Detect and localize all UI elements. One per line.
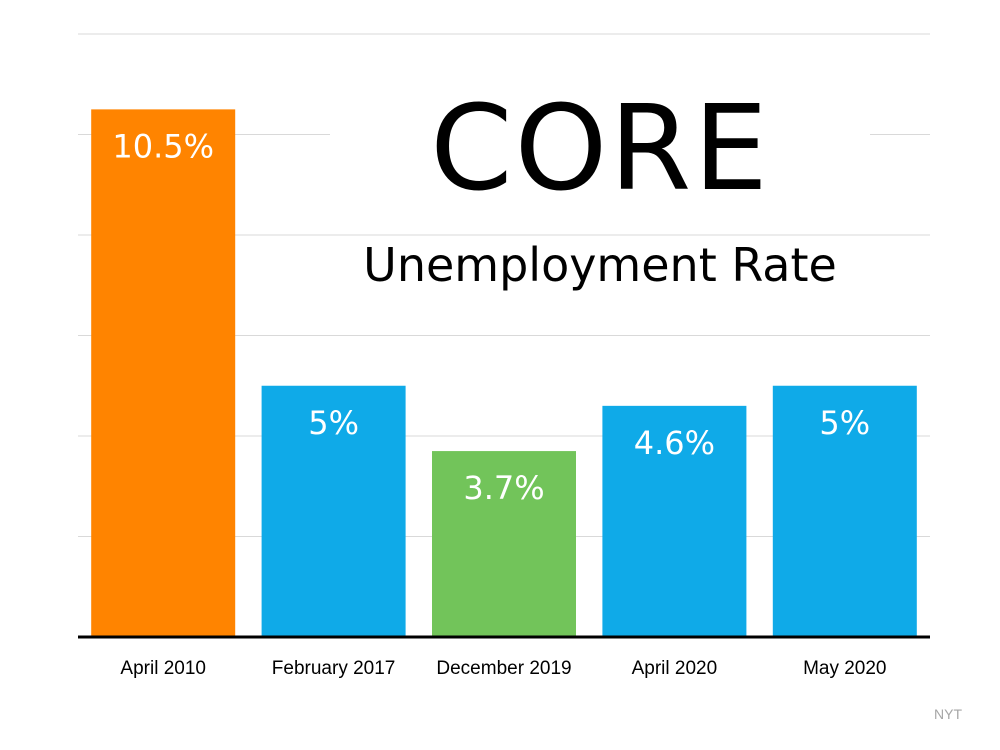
category-labels: April 2010 February 2017 December 2019 Apri… (120, 658, 886, 679)
bar-2 (261, 385, 406, 637)
chart-subtitle: Unemployment Rate (330, 238, 870, 292)
bar-4 (602, 405, 747, 637)
category-label-3: December 2019 (436, 658, 571, 679)
source-label: NYT (934, 706, 962, 722)
data-label-4: 4.6% (634, 424, 715, 462)
data-label-1: 10.5% (112, 127, 214, 165)
category-label-1: April 2010 (120, 658, 206, 679)
data-label-3: 3.7% (463, 469, 544, 507)
bar-3 (432, 451, 576, 637)
data-label-2: 5% (308, 404, 359, 442)
category-label-2: February 2017 (272, 658, 396, 679)
chart-title: CORE (330, 88, 870, 208)
bars (91, 109, 917, 637)
bar-5 (772, 385, 917, 637)
category-label-5: May 2020 (803, 658, 886, 679)
category-label-4: April 2020 (632, 658, 718, 679)
data-label-5: 5% (819, 404, 870, 442)
bar-1 (91, 109, 236, 637)
bar-labels: 10.5% 5% 3.7% 4.6% 5% (112, 127, 870, 507)
